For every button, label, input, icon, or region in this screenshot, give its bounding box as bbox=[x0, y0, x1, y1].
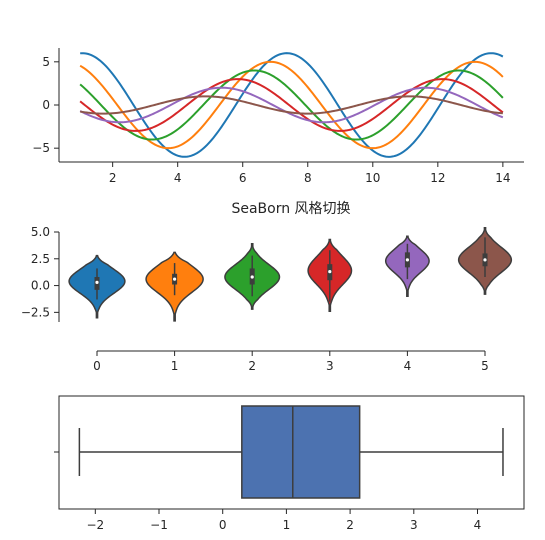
violin-median-1 bbox=[173, 277, 177, 281]
line-series-2 bbox=[79, 60, 504, 150]
box-chart-x-ticks: −2 −1 0 1 2 3 4 bbox=[86, 509, 481, 532]
line-chart-x-ticks: 2 4 6 8 10 12 14 bbox=[109, 162, 511, 185]
line-chart-x-tick-label: 12 bbox=[430, 171, 445, 185]
line-chart-y-tick-label: 5 bbox=[42, 55, 50, 69]
line-chart-series bbox=[79, 52, 504, 158]
line-chart-y-tick-label: −5 bbox=[32, 141, 50, 155]
box-chart-x-tick-label: 3 bbox=[410, 518, 418, 532]
violin-median-2 bbox=[250, 275, 254, 279]
line-chart-x-tick-label: 6 bbox=[239, 171, 247, 185]
violin-chart-y-tick-label: 0.0 bbox=[31, 279, 50, 293]
line-chart-x-tick-label: 2 bbox=[109, 171, 117, 185]
violin-chart-x-tick-label: 0 bbox=[93, 359, 101, 373]
box-chart-x-tick-label: 4 bbox=[474, 518, 482, 532]
line-chart-y-ticks: −5 0 5 bbox=[32, 55, 59, 155]
violin-chart-violins bbox=[68, 226, 513, 322]
line-chart-x-tick-label: 8 bbox=[304, 171, 312, 185]
box-chart-x-tick-label: −1 bbox=[150, 518, 168, 532]
violin-chart-x-tick-label: 5 bbox=[481, 359, 489, 373]
violin-chart-title: SeaBorn 风格切换 bbox=[231, 200, 350, 217]
box-chart-axes: −2 −1 0 1 2 3 4 bbox=[54, 395, 525, 532]
box-chart-box bbox=[78, 405, 504, 499]
violin-median-3 bbox=[328, 270, 332, 274]
line-chart-x-tick-label: 14 bbox=[495, 171, 510, 185]
box-chart-x-tick-label: −2 bbox=[86, 518, 104, 532]
violin-chart-axes: SeaBorn 风格切换 0 1 2 3 4 5 5.0 2.5 0.0 −2.5 bbox=[21, 200, 513, 373]
violin-chart-y-tick-label: −2.5 bbox=[21, 305, 50, 319]
box-chart-x-tick-label: 0 bbox=[219, 518, 227, 532]
violin-chart-x-tick-label: 1 bbox=[171, 359, 179, 373]
line-series-1 bbox=[80, 52, 504, 158]
violin-chart-x-tick-label: 4 bbox=[404, 359, 412, 373]
violin-chart-y-tick-label: 2.5 bbox=[31, 252, 50, 266]
violin-median-5 bbox=[483, 258, 487, 262]
violin-chart-x-tick-label: 2 bbox=[248, 359, 256, 373]
box-chart-x-tick-label: 2 bbox=[346, 518, 354, 532]
line-series-4 bbox=[79, 78, 504, 132]
violin-chart-y-ticks: 5.0 2.5 0.0 −2.5 bbox=[21, 225, 59, 319]
line-chart-x-tick-label: 10 bbox=[365, 171, 380, 185]
violin-median-0 bbox=[95, 280, 99, 284]
violin-median-4 bbox=[405, 258, 409, 262]
line-chart-x-tick-label: 4 bbox=[174, 171, 182, 185]
violin-chart-x-ticks: 0 1 2 3 4 5 bbox=[93, 351, 489, 373]
line-chart-axes: 2 4 6 8 10 12 14 −5 0 5 bbox=[32, 48, 524, 185]
line-series-5 bbox=[79, 86, 504, 124]
line-series-6 bbox=[79, 95, 503, 115]
line-chart-y-tick-label: 0 bbox=[42, 98, 50, 112]
violin-chart-x-tick-label: 3 bbox=[326, 359, 334, 373]
box-iqr bbox=[241, 405, 361, 499]
box-chart-x-tick-label: 1 bbox=[283, 518, 291, 532]
violin-chart-y-tick-label: 5.0 bbox=[31, 225, 50, 239]
